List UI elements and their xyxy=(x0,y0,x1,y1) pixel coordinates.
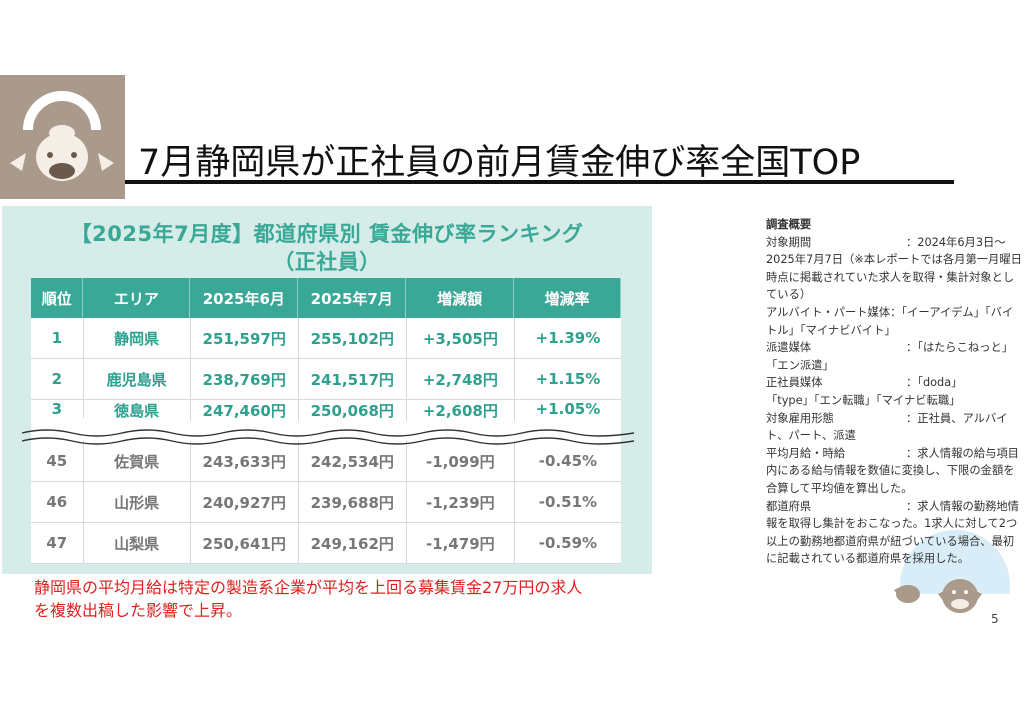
june-cell: 238,769円 xyxy=(191,359,299,399)
page-number: 5 xyxy=(991,612,999,626)
haken-value: ：「はたらこねっと」「エン派遣」 xyxy=(766,341,1014,372)
area-cell: 山梨県 xyxy=(84,523,191,563)
table-row: 1 静岡県 251,597円 255,102円 +3,505円 +1.39% xyxy=(31,318,621,359)
july-cell: 249,162円 xyxy=(299,523,407,563)
heikin-value: ：求人情報の給与項目内にある給与情報を数値に変換し、下限の金額を合算して平均値を… xyxy=(766,446,1019,495)
ranking-table: 順位 エリア 2025年6月 2025年7月 増減額 増減率 1 静岡県 251… xyxy=(31,278,621,564)
header-june: 2025年6月 xyxy=(190,278,299,318)
header-july: 2025年7月 xyxy=(298,278,407,318)
june-cell: 240,927円 xyxy=(191,482,299,522)
diff-cell: -1,239円 xyxy=(407,482,515,522)
period-label: 対象期間 xyxy=(766,235,812,249)
area-cell: 佐賀県 xyxy=(84,441,191,481)
header-area: エリア xyxy=(83,278,191,318)
rate-cell: -0.51% xyxy=(538,493,598,511)
arubaito-value: 「イーアイデム」「バイトル」「マイナビバイト」 xyxy=(766,305,1014,337)
rank-cell: 1 xyxy=(31,318,84,358)
rank-cell: 3 xyxy=(31,400,84,418)
period-detail: 2025年7月7日（※本レポートでは各月第一月曜日時点に掲載されていた求人を取得… xyxy=(766,253,1022,302)
july-cell: 242,534円 xyxy=(299,441,407,481)
july-cell: 255,102円 xyxy=(299,318,407,358)
survey-overview: 調査概要 対象期間 ：2024年6月3日～ 2025年7月7日（※本レポートでは各… xyxy=(766,216,1022,568)
rate-cell: -0.45% xyxy=(538,452,598,470)
july-cell: 241,517円 xyxy=(299,359,407,399)
june-cell: 243,633円 xyxy=(191,441,299,481)
koyo-value: ：正社員、アルバイト、パート、派遣 xyxy=(766,411,1008,443)
note-line: 静岡県の平均月給は特定の製造系企業が平均を上回る募集賃金27万円の求人 xyxy=(34,578,583,597)
survey-title: 調査概要 xyxy=(766,218,812,231)
header-rank: 順位 xyxy=(31,278,84,318)
survey-period: 対象期間 ：2024年6月3日～ xyxy=(766,234,1022,252)
table-header-row: 順位 エリア 2025年6月 2025年7月 増減額 増減率 xyxy=(31,278,621,318)
rate-cell: -0.59% xyxy=(538,534,598,552)
seishain-value: ：「doda」 xyxy=(906,376,963,390)
survey-todofuken: 都道府県 ：求人情報の勤務地情報を取得し集計をおこなった。1求人に対して2つ以上の… xyxy=(766,498,1022,568)
seishain-label: 正社員媒体 xyxy=(766,376,823,390)
diff-cell: -1,099円 xyxy=(407,441,515,481)
diff-cell: +2,748円 xyxy=(407,359,515,399)
panel-title: 【2025年7月度】都道府県別 賃金伸び率ランキング xyxy=(70,222,584,246)
july-cell: 250,068円 xyxy=(299,400,407,421)
table-break-wave xyxy=(22,429,634,445)
june-cell: 247,460円 xyxy=(191,400,299,421)
table-row: 2 鹿児島県 238,769円 241,517円 +2,748円 +1.15% xyxy=(31,359,621,400)
table-row: 45 佐賀県 243,633円 242,534円 -1,099円 -0.45% xyxy=(31,441,621,482)
survey-seishain: 正社員媒体 ：「doda」 xyxy=(766,374,1022,392)
rank-cell: 45 xyxy=(31,441,84,481)
arubaito-label: アルバイト・パート媒体： xyxy=(766,305,902,319)
survey-arubaito: アルバイト・パート媒体：「イーアイデム」「バイトル」「マイナビバイト」 xyxy=(766,304,1022,339)
rank-cell: 46 xyxy=(31,482,84,522)
diff-cell: -1,479円 xyxy=(407,523,515,563)
title-underline xyxy=(125,180,954,184)
platypus-pair-icon xyxy=(894,579,982,613)
mascot-logo xyxy=(0,75,125,199)
table-gap xyxy=(31,428,621,441)
period-value: ：2024年6月3日～ xyxy=(906,235,1006,249)
todofuken-label: 都道府県 xyxy=(766,499,812,513)
rank-cell: 47 xyxy=(31,523,84,563)
todofuken-value: ：求人情報の勤務地情報を取得し集計をおこなった。1求人に対して2つ以上の勤務地都… xyxy=(766,499,1019,566)
survey-heikin: 平均月給・時給 ：求人情報の給与項目内にある給与情報を数値に変換し、下限の金額を合… xyxy=(766,445,1022,498)
heikin-label: 平均月給・時給 xyxy=(766,446,846,460)
explanation-note: 静岡県の平均月給は特定の製造系企業が平均を上回る募集賃金27万円の求人 を複数出… xyxy=(34,576,734,622)
area-cell: 鹿児島県 xyxy=(84,359,191,399)
rate-cell: +1.39% xyxy=(535,329,601,347)
haken-label: 派遣媒体 xyxy=(766,341,812,355)
koyo-label: 対象雇用形態 xyxy=(766,411,834,425)
survey-koyo: 対象雇用形態 ：正社員、アルバイト、パート、派遣 xyxy=(766,410,1022,445)
diff-cell: +2,608円 xyxy=(407,400,515,421)
rank-cell: 2 xyxy=(31,359,84,399)
table-row: 3 徳島県 247,460円 250,068円 +2,608円 +1.05% xyxy=(31,400,621,428)
area-cell: 静岡県 xyxy=(84,318,191,358)
diff-cell: +3,505円 xyxy=(407,318,515,358)
survey-haken: 派遣媒体 ：「はたらこねっと」「エン派遣」 xyxy=(766,339,1022,374)
seishain-detail: 「type」「エン転職」「マイナビ転職」 xyxy=(766,393,961,407)
header-rate: 増減率 xyxy=(514,278,621,318)
area-cell: 徳島県 xyxy=(84,400,191,421)
header-diff: 増減額 xyxy=(406,278,515,318)
platypus-mascot-icon xyxy=(10,91,114,181)
rate-cell: +1.05% xyxy=(535,400,601,418)
table-row: 47 山梨県 250,641円 249,162円 -1,479円 -0.59% xyxy=(31,523,621,564)
june-cell: 250,641円 xyxy=(191,523,299,563)
rate-cell: +1.15% xyxy=(535,370,601,388)
area-cell: 山形県 xyxy=(84,482,191,522)
june-cell: 251,597円 xyxy=(191,318,299,358)
panel-subtitle: （正社員） xyxy=(273,250,381,274)
note-line: を複数出稿した影響で上昇。 xyxy=(34,601,243,620)
july-cell: 239,688円 xyxy=(299,482,407,522)
slide-title: 7月静岡県が正社員の前月賃金伸び率全国TOP xyxy=(138,143,861,183)
table-row: 46 山形県 240,927円 239,688円 -1,239円 -0.51% xyxy=(31,482,621,523)
